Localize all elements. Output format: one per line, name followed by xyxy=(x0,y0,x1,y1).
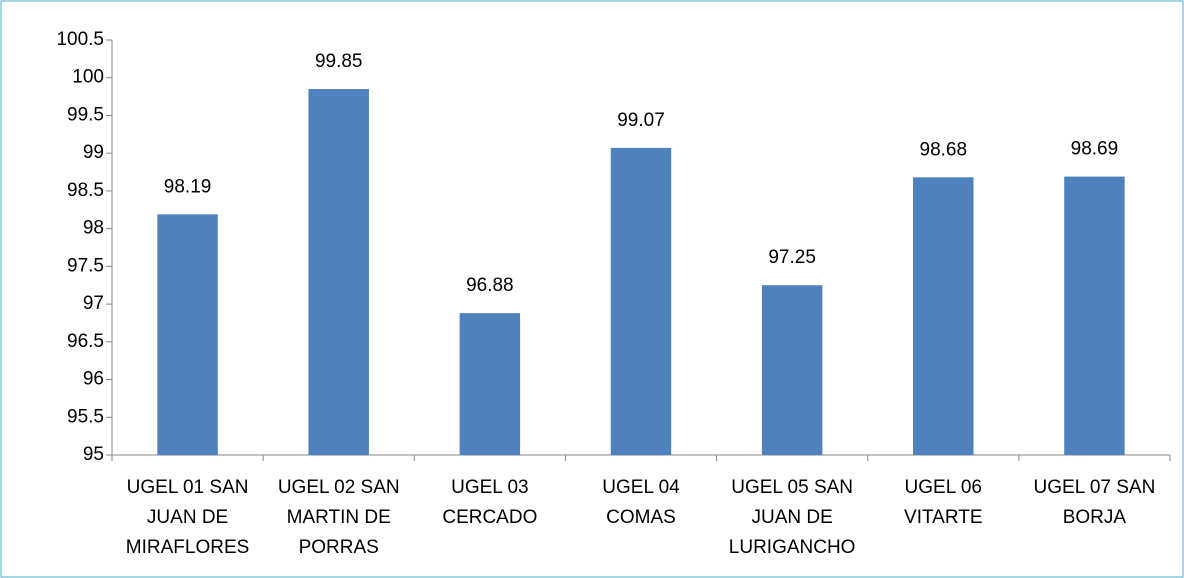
data-label: 98.19 xyxy=(164,176,212,197)
y-tick-label: 100.5 xyxy=(56,29,104,50)
data-label: 97.25 xyxy=(768,247,816,268)
bar xyxy=(610,147,672,455)
bar xyxy=(459,313,521,455)
y-tick-label: 95 xyxy=(83,444,104,465)
y-tick-label: 99.5 xyxy=(67,104,104,125)
x-tick-label: UGEL 03 CERCADO xyxy=(442,477,538,528)
bar xyxy=(308,89,369,455)
y-tick-label: 96 xyxy=(83,369,104,390)
bar xyxy=(761,285,823,455)
y-tick-label: 95.5 xyxy=(67,406,104,427)
data-label: 98.68 xyxy=(920,139,968,160)
y-tick-label: 97 xyxy=(83,293,104,314)
x-tick-label: UGEL 01 SAN JUAN DE MIRAFLORES xyxy=(125,477,250,558)
x-tick-label: UGEL 04 COMAS xyxy=(602,477,680,528)
data-label: 99.07 xyxy=(617,110,665,131)
bar xyxy=(157,214,218,455)
x-tick-label: UGEL 07 SAN BORJA xyxy=(1033,477,1156,528)
y-tick-label: 98 xyxy=(83,218,104,239)
x-tick-label: UGEL 06 VITARTE xyxy=(904,477,983,528)
y-tick-label: 98.5 xyxy=(67,180,104,201)
bar xyxy=(913,177,974,455)
y-tick-label: 100 xyxy=(72,67,104,88)
x-tick-label: UGEL 02 SAN MARTIN DE PORRAS xyxy=(277,477,400,558)
y-tick-label: 97.5 xyxy=(67,255,104,276)
y-tick-label: 96.5 xyxy=(67,331,104,352)
data-label: 96.88 xyxy=(466,275,514,296)
bar xyxy=(1064,176,1125,455)
data-label: 99.85 xyxy=(315,51,363,72)
x-tick-label: UGEL 05 SAN JUAN DE LURIGANCHO xyxy=(728,477,856,558)
y-tick-label: 99 xyxy=(83,142,104,163)
data-label: 98.69 xyxy=(1071,139,1119,160)
